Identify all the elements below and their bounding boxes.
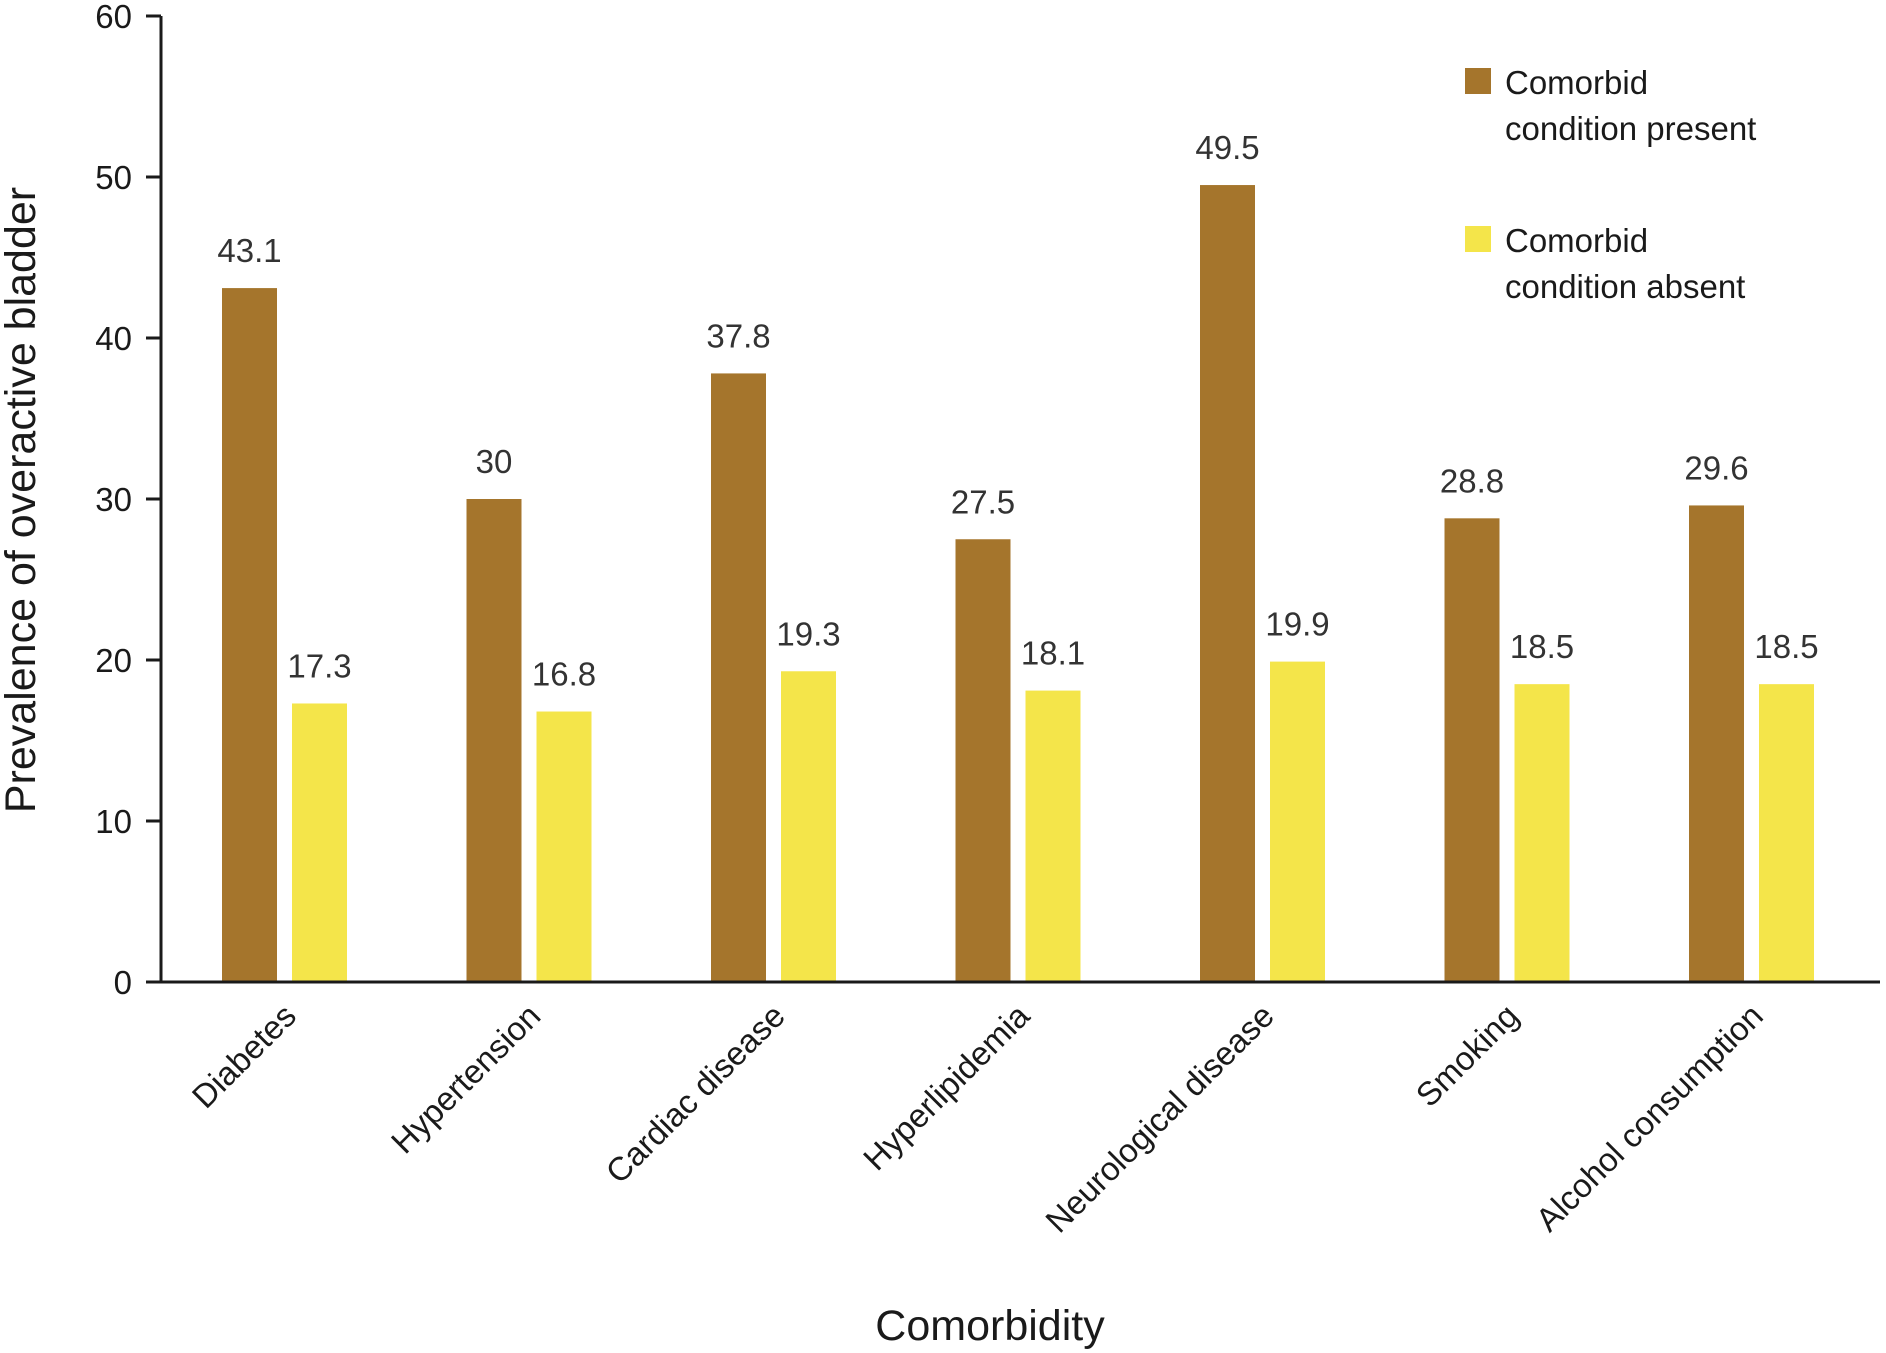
axes-layer [159,16,1880,984]
bars-layer [222,185,1814,983]
bar-absent [1514,684,1570,982]
bar-present [466,499,522,982]
data-label: 17.3 [287,647,351,684]
bar-present [955,539,1011,982]
data-label: 19.9 [1265,606,1329,643]
data-label: 30 [476,443,513,480]
y-tick-label: 60 [95,0,132,35]
bar-absent [292,703,347,982]
y-tick-label: 50 [95,159,132,196]
data-label: 18.5 [1754,628,1818,665]
bar-absent [536,711,592,982]
data-label: 18.5 [1510,628,1574,665]
x-category-label: Hypertension [384,997,548,1161]
y-tick-label: 40 [95,320,132,357]
x-category-label: Alcohol consumption [1528,997,1769,1238]
data-label: 27.5 [951,483,1015,520]
x-axis-title: Comorbidity [875,1302,1105,1350]
legend-label: condition present [1505,110,1756,147]
data-label: 49.5 [1195,129,1259,166]
x-category-label: Hyperlipidemia [856,996,1037,1177]
legend-label: condition absent [1505,268,1745,305]
data-label: 16.8 [532,656,596,693]
data-label: 43.1 [217,232,281,269]
data-label: 37.8 [706,317,770,354]
bar-present [1444,518,1500,982]
bar-absent [1025,690,1081,982]
bar-absent [781,671,836,982]
legend-label: Comorbid [1505,222,1648,259]
y-tick-label: 10 [95,803,132,840]
bar-present [222,288,277,983]
bar-absent [1270,661,1325,982]
y-tick-label: 0 [114,964,132,1001]
legend-swatch [1465,226,1491,252]
legend-swatch [1465,68,1491,94]
y-tick-label: 20 [95,642,132,679]
x-category-label: Neurological disease [1038,997,1281,1240]
data-labels-layer: 43.1 30 37.8 27.5 49.5 28.8 29.6 17.3 16.8 19.3 18… [217,129,1818,692]
legend-label: Comorbid [1505,64,1648,101]
data-label: 28.8 [1440,462,1504,499]
data-label: 29.6 [1684,449,1748,486]
data-label: 18.1 [1021,635,1085,672]
bar-present [711,373,766,982]
bar-absent [1759,684,1814,982]
x-category-label: Smoking [1409,997,1526,1114]
x-category-label: Diabetes [185,997,303,1115]
bar-present [1689,505,1744,982]
bar-present [1200,185,1255,983]
x-category-labels-layer: Diabetes Hypertension Cardiac disease Hyper… [185,996,1770,1239]
y-tick-label: 30 [95,481,132,518]
y-axis-title: Prevalence of overactive bladder [0,187,45,813]
data-label: 19.3 [776,615,840,652]
legend: Comorbid condition present Comorbid conditi… [1465,64,1756,305]
x-category-label: Cardiac disease [598,997,791,1190]
y-ticks-layer: 0 10 20 30 40 50 60 [95,0,161,1001]
